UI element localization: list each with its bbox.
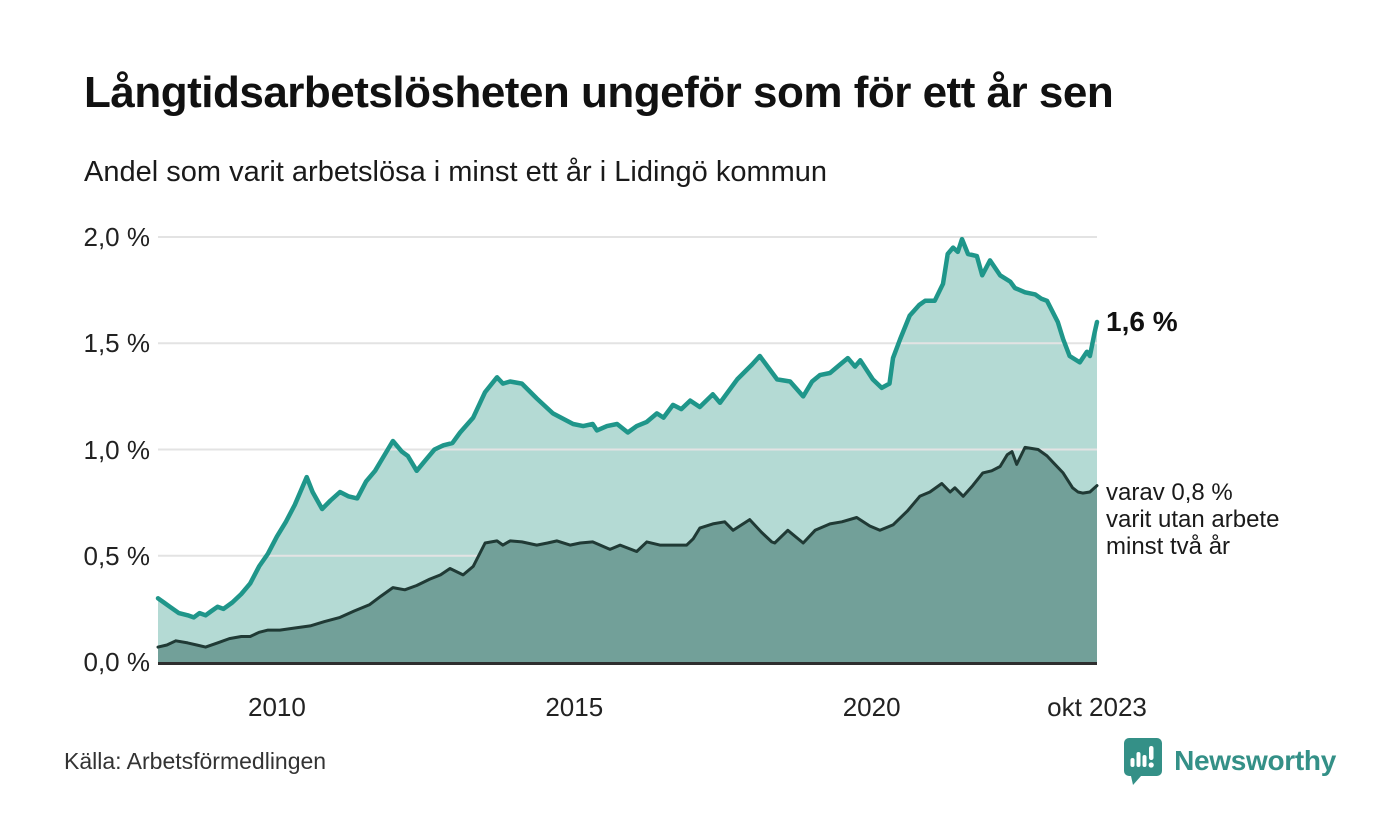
page-title: Långtidsarbetslösheten ungeför som för e…	[84, 68, 1114, 117]
y-axis-tick-label: 2,0 %	[83, 222, 151, 252]
y-axis-tick-label: 1,5 %	[83, 328, 151, 359]
two-year-annotation-line: varit utan arbete	[1106, 506, 1280, 533]
newsworthy-logo: Newsworthy	[1122, 736, 1336, 786]
x-axis-tick-label: 2015	[545, 692, 604, 722]
newsworthy-wordmark: Newsworthy	[1174, 745, 1336, 776]
x-axis-tick-label: 2020	[842, 692, 901, 722]
two-year-annotation-line: minst två år	[1106, 533, 1231, 560]
y-axis-tick-label: 1,0 %	[83, 434, 151, 465]
latest-value-annotation: 1,6 %	[1106, 306, 1178, 337]
chart-subtitle: Andel som varit arbetslösa i minst ett å…	[84, 156, 828, 188]
y-axis-tick-label: 0,0 %	[83, 647, 151, 677]
x-axis-tick-label: okt 2023	[1047, 692, 1147, 722]
source-credit: Källa: Arbetsförmedlingen	[64, 748, 327, 774]
y-axis-tick-label: 0,5 %	[83, 540, 151, 571]
x-axis-tick-label: 2010	[248, 692, 306, 722]
two-year-annotation-line: varav 0,8 %	[1106, 479, 1233, 506]
two-year-annotation: varav 0,8 % varit utan arbete minst två …	[1106, 479, 1279, 560]
newsworthy-bubble-chart-icon	[1124, 738, 1163, 785]
